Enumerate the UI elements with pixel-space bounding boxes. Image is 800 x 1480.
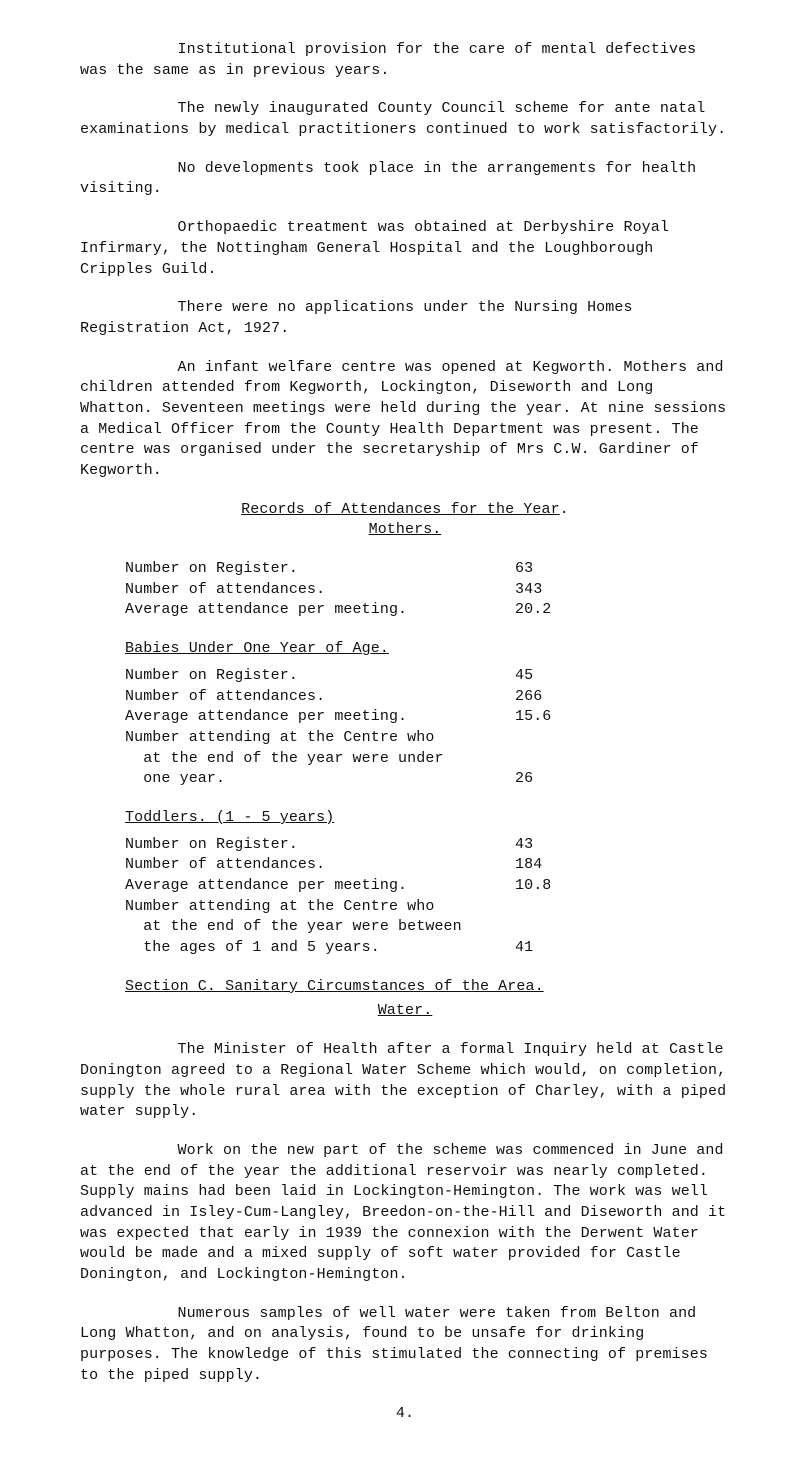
stat-value: 10.8 [515, 876, 595, 897]
stat-label: at the end of the year were under [125, 749, 515, 770]
table-row: Average attendance per meeting. 15.6 [125, 707, 730, 728]
heading-text: Section C. Sanitary Circumstances of the… [125, 978, 544, 995]
paragraph: Institutional provision for the care of … [80, 40, 730, 81]
heading-period: . [560, 501, 569, 518]
table-row: Number on Register. 43 [125, 835, 730, 856]
stat-label: Number on Register. [125, 835, 515, 856]
mothers-heading: Mothers. [369, 521, 442, 538]
document-page: Institutional provision for the care of … [0, 0, 800, 1480]
stat-value: 266 [515, 687, 595, 708]
heading-text: Water. [378, 1002, 433, 1019]
stat-label: Number on Register. [125, 666, 515, 687]
stat-value [515, 917, 595, 938]
mothers-stats: Number on Register. 63 Number of attenda… [80, 559, 730, 621]
babies-heading: Babies Under One Year of Age. [80, 639, 730, 660]
toddlers-stats: Number on Register. 43 Number of attenda… [80, 835, 730, 959]
paragraph: An infant welfare centre was opened at K… [80, 358, 730, 482]
paragraph: There were no applications under the Nur… [80, 298, 730, 339]
stat-value: 20.2 [515, 600, 595, 621]
table-row: Average attendance per meeting. 20.2 [125, 600, 730, 621]
paragraph: The Minister of Health after a formal In… [80, 1040, 730, 1123]
table-row: Number of attendances. 184 [125, 855, 730, 876]
stat-value [515, 897, 595, 918]
table-row: Number of attendances. 343 [125, 580, 730, 601]
heading-text: Records of Attendances for the Year [241, 501, 560, 518]
stat-value: 15.6 [515, 707, 595, 728]
stat-label: Number attending at the Centre who [125, 897, 515, 918]
stat-value: 26 [515, 769, 595, 790]
stat-value: 43 [515, 835, 595, 856]
stat-value: 41 [515, 938, 595, 959]
page-number: 4. [80, 1404, 730, 1425]
heading-text: Toddlers. (1 - 5 years) [125, 809, 334, 826]
paragraph: No developments took place in the arrang… [80, 159, 730, 200]
table-row: Number attending at the Centre who [125, 728, 730, 749]
water-heading: Water. [80, 1001, 730, 1022]
heading-text: Babies Under One Year of Age. [125, 640, 389, 657]
table-row: Number on Register. 63 [125, 559, 730, 580]
stat-label: Number of attendances. [125, 580, 515, 601]
table-row: the ages of 1 and 5 years. 41 [125, 938, 730, 959]
stat-label: Average attendance per meeting. [125, 707, 515, 728]
records-heading: Records of Attendances for the Year. Mot… [80, 500, 730, 541]
toddlers-heading: Toddlers. (1 - 5 years) [80, 808, 730, 829]
table-row: Number of attendances. 266 [125, 687, 730, 708]
stat-label: Number of attendances. [125, 687, 515, 708]
table-row: one year. 26 [125, 769, 730, 790]
stat-value: 45 [515, 666, 595, 687]
stat-label: at the end of the year were between [125, 917, 515, 938]
stat-value: 184 [515, 855, 595, 876]
stat-value [515, 728, 595, 749]
section-c-heading: Section C. Sanitary Circumstances of the… [80, 977, 730, 998]
stat-label: Number on Register. [125, 559, 515, 580]
table-row: Number attending at the Centre who [125, 897, 730, 918]
table-row: Number on Register. 45 [125, 666, 730, 687]
stat-label: the ages of 1 and 5 years. [125, 938, 515, 959]
stat-label: one year. [125, 769, 515, 790]
paragraph: Numerous samples of well water were take… [80, 1304, 730, 1387]
stat-value: 343 [515, 580, 595, 601]
stat-label: Number of attendances. [125, 855, 515, 876]
table-row: at the end of the year were under [125, 749, 730, 770]
paragraph: Work on the new part of the scheme was c… [80, 1141, 730, 1286]
stat-value: 63 [515, 559, 595, 580]
stat-value [515, 749, 595, 770]
stat-label: Number attending at the Centre who [125, 728, 515, 749]
table-row: Average attendance per meeting. 10.8 [125, 876, 730, 897]
babies-stats: Number on Register. 45 Number of attenda… [80, 666, 730, 790]
paragraph: The newly inaugurated County Council sch… [80, 99, 730, 140]
paragraph: Orthopaedic treatment was obtained at De… [80, 218, 730, 280]
table-row: at the end of the year were between [125, 917, 730, 938]
stat-label: Average attendance per meeting. [125, 876, 515, 897]
stat-label: Average attendance per meeting. [125, 600, 515, 621]
